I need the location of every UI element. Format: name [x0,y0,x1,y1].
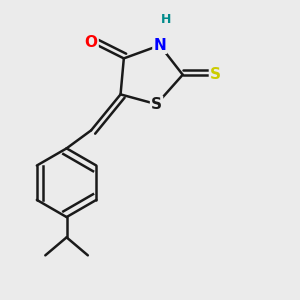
Text: N: N [153,38,166,53]
Text: H: H [161,13,172,26]
Text: S: S [151,97,162,112]
Text: O: O [85,34,98,50]
Text: S: S [210,67,221,82]
